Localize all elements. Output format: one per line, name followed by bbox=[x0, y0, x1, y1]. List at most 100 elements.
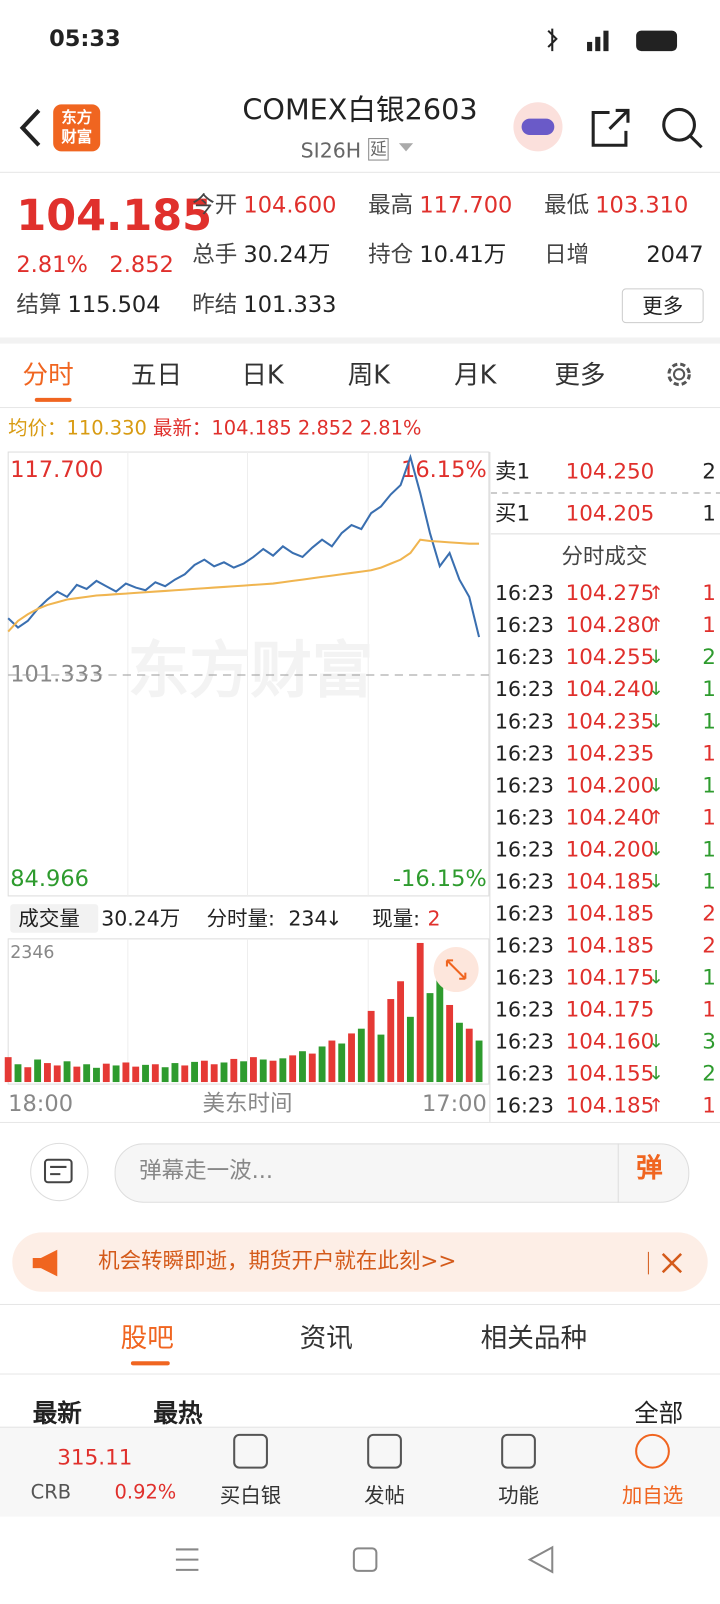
action-label[interactable]: 买白银 bbox=[219, 1482, 282, 1508]
section-tab[interactable]: 资讯 bbox=[299, 1323, 353, 1355]
subtitle: SI26H bbox=[300, 138, 362, 163]
volume-bar bbox=[299, 1051, 306, 1083]
trade-dir: ↑ bbox=[648, 1095, 663, 1116]
trade-time: 16:23 bbox=[495, 709, 554, 733]
price: 104.185 bbox=[16, 190, 213, 241]
logo-text: 东方财富 bbox=[61, 108, 93, 147]
volume-bar bbox=[4, 1057, 12, 1083]
minute-label: 分时量: bbox=[206, 906, 275, 931]
trade-dir: ↓ bbox=[648, 775, 663, 796]
trade-dir: ↓ bbox=[648, 647, 663, 668]
index-value: 315.11 bbox=[57, 1445, 133, 1470]
trade-volume: 2 bbox=[702, 901, 716, 926]
info-change-pct: 2.81% bbox=[359, 417, 422, 440]
trade-volume: 1 bbox=[702, 837, 716, 862]
trade-volume: 2 bbox=[702, 645, 716, 670]
volume-select[interactable] bbox=[10, 904, 99, 933]
field-value: 10.41万 bbox=[419, 242, 507, 268]
separator bbox=[0, 337, 720, 344]
danmaku-button[interactable]: 弹 bbox=[636, 1153, 663, 1185]
header-icons[interactable] bbox=[511, 100, 716, 155]
settings-icon[interactable] bbox=[661, 356, 698, 393]
dropdown-icon[interactable] bbox=[398, 143, 414, 153]
volume-bar bbox=[269, 1060, 277, 1083]
back-button[interactable] bbox=[14, 106, 45, 149]
trade-price: 104.240 bbox=[566, 805, 655, 830]
section-tab[interactable]: 相关品种 bbox=[480, 1323, 588, 1355]
volume-bar bbox=[338, 1043, 346, 1083]
volume-bar bbox=[210, 1064, 218, 1083]
volume-bar bbox=[406, 1016, 414, 1083]
tab[interactable]: 日K bbox=[241, 360, 284, 390]
action-label[interactable]: 加自选 bbox=[621, 1482, 684, 1508]
volume-bar bbox=[191, 1061, 199, 1083]
y2-tick-label: -16.15% bbox=[393, 866, 487, 892]
field-label: 昨结 bbox=[192, 292, 238, 319]
trade-volume: 1 bbox=[702, 805, 716, 830]
price-line bbox=[7, 453, 481, 638]
tab[interactable]: 月K bbox=[454, 360, 497, 390]
tab[interactable]: 周K bbox=[347, 360, 391, 390]
volume-bar bbox=[289, 1055, 297, 1083]
volume-bar bbox=[465, 1028, 473, 1083]
trade-time: 16:23 bbox=[495, 805, 554, 829]
book-label: 买1 bbox=[495, 501, 530, 526]
title: COMEX白银2603 bbox=[242, 93, 478, 127]
nav-bar[interactable] bbox=[164, 1539, 573, 1580]
chart: 东方财富117.700101.33384.96616.15%-16.15%18:… bbox=[4, 451, 720, 1122]
action-icon[interactable] bbox=[501, 1433, 536, 1469]
field-label: 日增 bbox=[544, 242, 590, 268]
field-value: 103.310 bbox=[595, 193, 689, 219]
latest: 104.185 bbox=[211, 417, 292, 440]
volume-title[interactable]: 成交量 bbox=[18, 906, 80, 931]
trade-volume: 1 bbox=[702, 613, 716, 638]
trade-price: 104.185 bbox=[566, 901, 655, 926]
latest-label: 最新： bbox=[153, 417, 212, 440]
trade-time: 16:23 bbox=[495, 933, 554, 957]
sort-hot[interactable]: 最热 bbox=[153, 1399, 203, 1428]
comment-input[interactable] bbox=[114, 1143, 690, 1203]
filter[interactable]: 全部 bbox=[634, 1399, 684, 1428]
volume-bar bbox=[132, 1066, 140, 1083]
comment-list-icon[interactable] bbox=[29, 1141, 92, 1204]
action-icon[interactable] bbox=[635, 1433, 670, 1469]
volume-bar bbox=[161, 1067, 169, 1083]
more-button[interactable]: 更多 bbox=[621, 288, 704, 324]
tab[interactable]: 五日 bbox=[130, 360, 183, 390]
banner[interactable] bbox=[12, 1232, 708, 1292]
info-change: 2.852 bbox=[297, 417, 354, 440]
volume-bar bbox=[318, 1046, 326, 1083]
tab[interactable]: 分时 bbox=[22, 360, 74, 390]
field-label: 最低 bbox=[544, 193, 590, 219]
action-label[interactable]: 功能 bbox=[498, 1482, 539, 1508]
trade-time: 16:23 bbox=[495, 1061, 554, 1085]
volume-bar bbox=[387, 999, 395, 1083]
action-icon[interactable] bbox=[233, 1433, 268, 1469]
avg-label: 均价： bbox=[8, 417, 67, 440]
trade-dir: ↑ bbox=[648, 807, 663, 828]
volume-bar bbox=[426, 993, 434, 1083]
trade-price: 104.185 bbox=[566, 869, 655, 894]
close-banner[interactable] bbox=[646, 1248, 687, 1279]
logo[interactable] bbox=[53, 104, 101, 152]
tab[interactable]: 更多 bbox=[554, 360, 606, 390]
divider bbox=[617, 1143, 619, 1203]
trade-time: 16:23 bbox=[495, 837, 554, 861]
action-icon[interactable] bbox=[367, 1433, 402, 1469]
delay-tag: 延 bbox=[368, 138, 389, 161]
current-label: 现量: bbox=[372, 906, 421, 931]
volume-total: 30.24万 bbox=[101, 906, 181, 931]
trade-volume: 1 bbox=[702, 1093, 716, 1118]
field-value: 117.700 bbox=[419, 193, 513, 219]
section-tab[interactable]: 股吧 bbox=[120, 1323, 174, 1355]
action-label[interactable]: 发帖 bbox=[364, 1482, 406, 1508]
tab-underline bbox=[34, 397, 72, 402]
x-label: 美东时间 bbox=[202, 1091, 292, 1117]
minute-dir: ↓ bbox=[325, 906, 343, 931]
trade-dir: ↓ bbox=[648, 871, 663, 892]
trade-dir: ↑ bbox=[648, 615, 663, 636]
minute-value: 234 bbox=[288, 906, 328, 931]
trade-volume: 1 bbox=[702, 677, 716, 702]
sort-latest[interactable]: 最新 bbox=[32, 1399, 82, 1428]
